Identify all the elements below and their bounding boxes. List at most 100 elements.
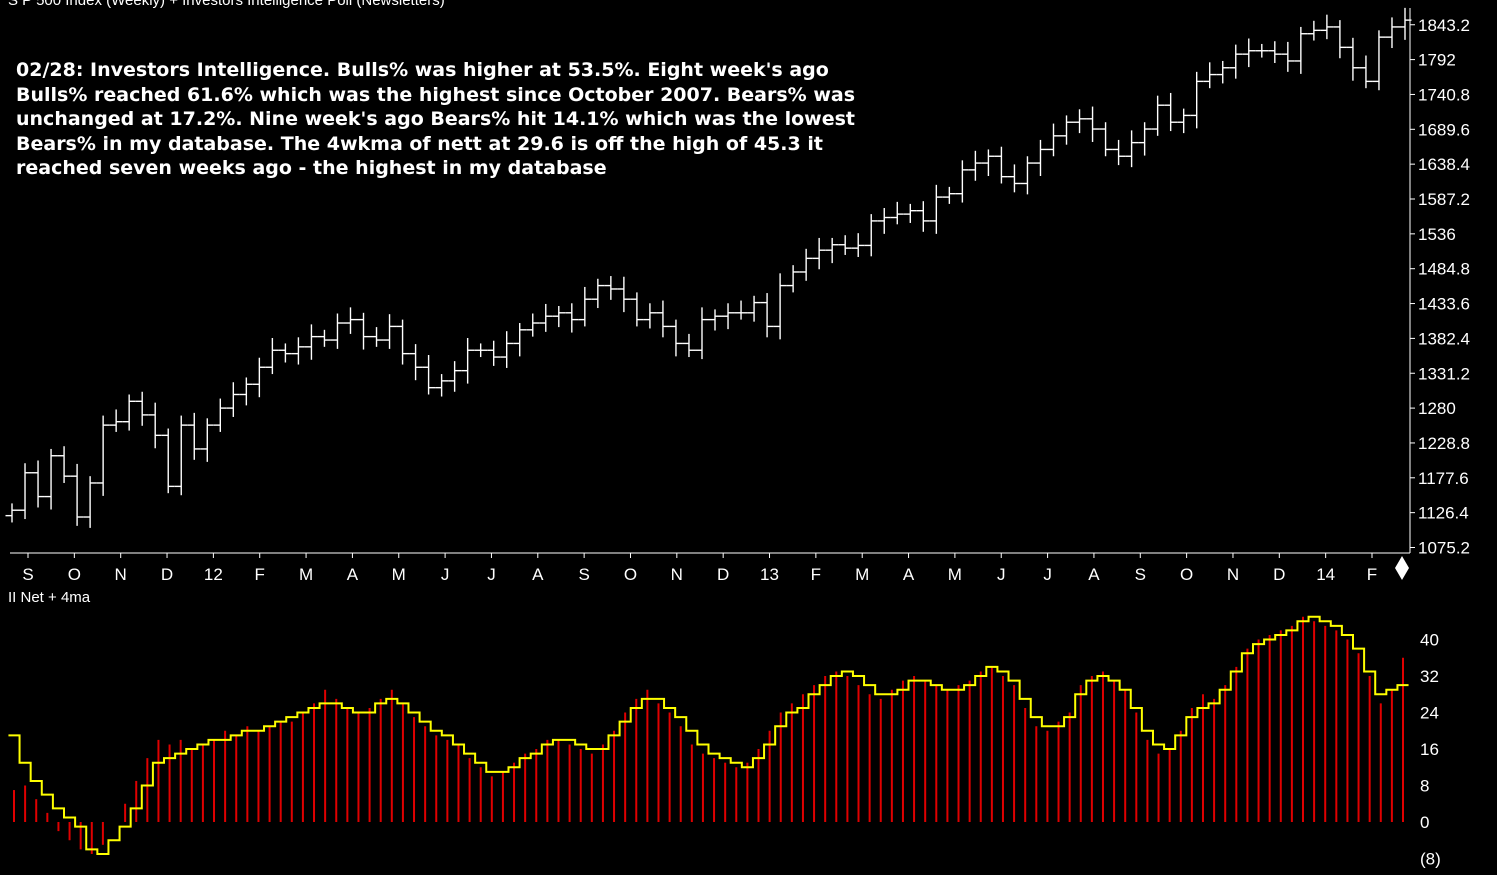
price-y-tick-label: 1177.6	[1418, 469, 1469, 488]
price-x-tick-label: O	[68, 565, 81, 584]
price-x-tick-label: J	[997, 565, 1006, 584]
price-bar	[200, 418, 214, 462]
price-bar	[1333, 20, 1347, 59]
price-x-tick-label: S	[1135, 565, 1146, 584]
price-bar	[565, 303, 579, 333]
price-bar	[526, 313, 540, 337]
price-bar	[1164, 92, 1178, 132]
price-bar	[1099, 122, 1113, 157]
price-bar	[578, 286, 592, 327]
price-bar	[747, 295, 761, 322]
price-bar	[773, 273, 787, 340]
price-bar	[278, 343, 292, 363]
price-bar	[109, 409, 123, 432]
ma4-line	[8, 615, 1409, 855]
price-bar	[474, 343, 488, 358]
price-bar	[1242, 38, 1256, 68]
price-bar	[1073, 109, 1087, 134]
price-bar	[669, 319, 683, 357]
price-bar	[1138, 122, 1152, 156]
price-x-tick-label: F	[255, 565, 265, 584]
price-bar	[994, 146, 1008, 184]
price-x-tick-label: F	[811, 565, 821, 584]
price-bar	[1359, 55, 1373, 89]
price-bar	[148, 402, 162, 449]
price-bar	[57, 446, 71, 483]
price-x-tick-label: O	[624, 565, 637, 584]
price-bar	[552, 306, 566, 328]
price-y-tick-label: 1843.2	[1418, 16, 1470, 35]
price-y-tick-label: 1689.6	[1418, 120, 1470, 139]
net-y-tick-label: 32	[1420, 667, 1439, 686]
price-bar	[864, 214, 878, 257]
price-bar	[760, 293, 774, 338]
price-bar	[252, 357, 266, 398]
price-bar	[1346, 37, 1360, 81]
price-bar	[5, 503, 19, 523]
price-bar	[981, 149, 995, 176]
price-bar	[487, 340, 501, 366]
price-bar	[435, 374, 449, 397]
price-bar	[604, 276, 618, 300]
price-x-tick-label: M	[392, 565, 406, 584]
price-x-tick-label: D	[161, 565, 173, 584]
price-bar	[1268, 41, 1282, 64]
price-bar	[1294, 26, 1308, 74]
price-bar	[903, 203, 917, 223]
price-bar	[317, 329, 331, 347]
price-y-tick-label: 1484.8	[1418, 260, 1470, 279]
price-bar	[291, 337, 305, 365]
price-bar	[213, 398, 227, 432]
price-x-tick-label: N	[1227, 565, 1239, 584]
price-bar	[591, 278, 605, 309]
net-y-axis: 40 32 24 16 8 0 (8)	[1420, 631, 1441, 869]
price-x-tick-label: D	[1273, 565, 1285, 584]
price-bar	[135, 391, 149, 426]
price-y-tick-label: 1382.4	[1418, 329, 1470, 348]
price-bar	[122, 394, 136, 431]
price-bar	[409, 344, 423, 381]
price-bar	[851, 233, 865, 257]
price-bar	[877, 207, 891, 234]
price-bar	[1190, 71, 1204, 129]
price-bar	[890, 201, 904, 225]
price-bar	[513, 323, 527, 357]
price-bar	[1177, 108, 1191, 134]
price-bar	[630, 292, 644, 327]
current-bar-marker-icon	[1395, 556, 1409, 580]
price-y-tick-label: 1638.4	[1418, 155, 1470, 174]
price-bar	[18, 463, 32, 520]
price-bar	[356, 312, 371, 350]
price-bar	[383, 314, 397, 349]
price-bar	[1125, 130, 1139, 168]
net-y-tick-label: 24	[1420, 704, 1439, 723]
price-bar	[70, 463, 84, 526]
price-bar	[461, 337, 475, 384]
price-y-tick-label: 1075.2	[1418, 539, 1470, 558]
price-bar	[44, 448, 58, 510]
price-bar	[83, 476, 97, 528]
price-bar	[187, 412, 201, 460]
price-bar	[1385, 17, 1399, 49]
price-bar	[1372, 30, 1386, 91]
price-bar	[1307, 20, 1321, 41]
net-panel	[8, 615, 1409, 855]
price-bar	[330, 313, 344, 349]
price-y-tick-label: 1792	[1418, 51, 1456, 70]
price-bar	[1216, 60, 1230, 84]
price-x-tick-label: J	[1043, 565, 1052, 584]
price-bar	[1086, 106, 1100, 142]
price-x-tick-label: J	[441, 565, 450, 584]
price-bar	[174, 415, 188, 496]
price-bar	[1033, 139, 1047, 176]
price-x-tick-label: 14	[1316, 565, 1335, 584]
price-x-tick-label: S	[578, 565, 589, 584]
annotation-text: 02/28: Investors Intelligence. Bulls% wa…	[16, 59, 856, 179]
price-x-tick-label: A	[347, 565, 359, 584]
price-bar	[968, 150, 982, 181]
lower-panel-title: II Net + 4ma	[8, 589, 91, 606]
price-x-tick-label: A	[903, 565, 915, 584]
price-bar	[721, 303, 735, 330]
price-bar	[1281, 41, 1295, 72]
